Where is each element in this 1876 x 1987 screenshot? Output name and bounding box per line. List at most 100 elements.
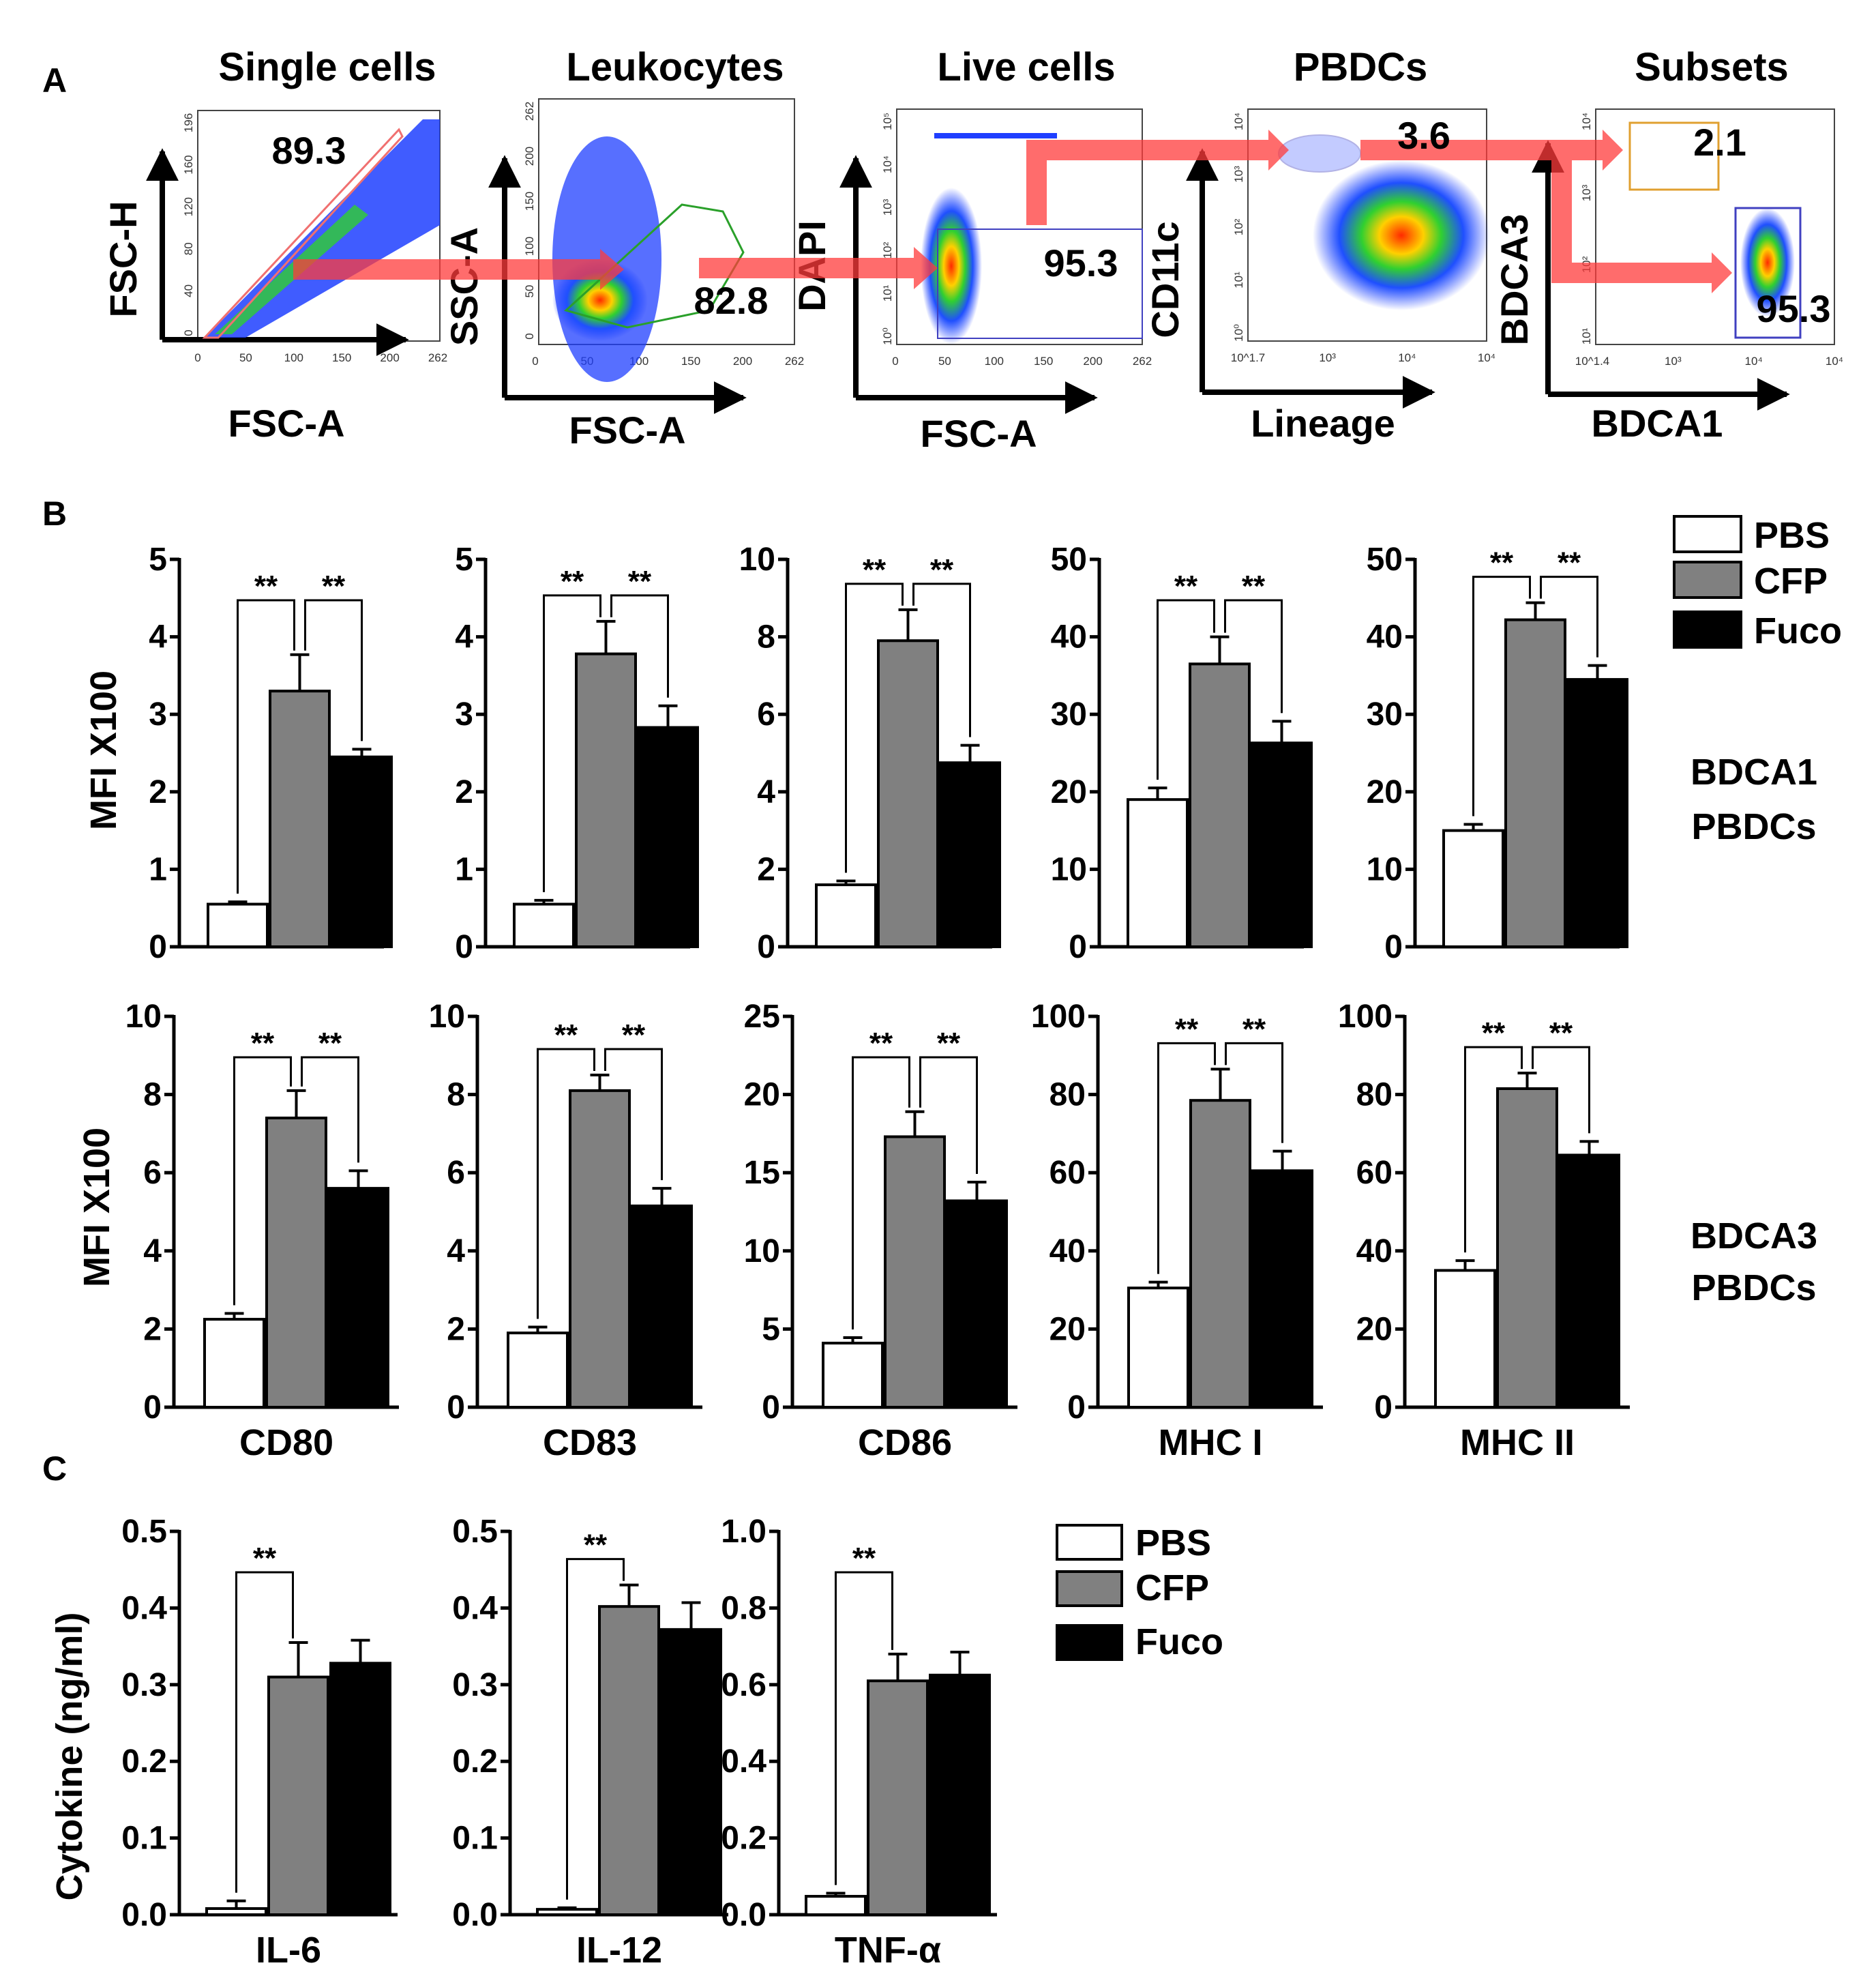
significance-bracket xyxy=(1464,1046,1523,1253)
flow-ytick-leukocytes: 150 xyxy=(523,192,536,211)
y-tick-label: 0.0 xyxy=(452,1897,498,1933)
flow-xlabel-leukocytes: FSC-A xyxy=(569,409,685,452)
y-tick-label: 20 xyxy=(1356,1311,1393,1347)
y-tick-label: 50 xyxy=(1367,542,1403,578)
gate-live-cells xyxy=(937,229,1143,339)
flow-ytick-live-cells: 10⁰ xyxy=(881,327,894,345)
y-tick-label: 40 xyxy=(1049,1233,1086,1269)
y-tick-label: 8 xyxy=(447,1077,465,1113)
ylabel-b-row2: MFI X100 xyxy=(76,1128,117,1287)
density-pbdcs-core xyxy=(1313,160,1490,310)
y-tick-label: 1.0 xyxy=(721,1514,766,1550)
bar-cfp xyxy=(1496,1087,1558,1409)
bar-pbs xyxy=(507,1331,569,1409)
bar-cfp xyxy=(575,652,637,948)
flow-ytick-leukocytes: 50 xyxy=(523,285,536,298)
bar-pbs xyxy=(205,1907,267,1917)
bar-chart-b1-0: 0 1 2 3 4 5 ** ** xyxy=(149,542,393,965)
flow-xtick-leukocytes: 150 xyxy=(681,355,700,368)
y-tick-label: 0.4 xyxy=(452,1590,498,1626)
significance-stars: ** xyxy=(869,1027,893,1060)
y-tick-label: 80 xyxy=(1049,1077,1086,1113)
density-live-cells-core xyxy=(921,188,982,344)
significance-bracket xyxy=(610,594,669,698)
row-label-bdca3-pbdcs: PBDCs xyxy=(1691,1267,1816,1308)
x-label: MHC I xyxy=(1159,1422,1263,1463)
flow-xtick-live-cells: 100 xyxy=(985,355,1004,368)
flow-xlabel-single-cells: FSC-A xyxy=(228,402,344,445)
density-single-cells xyxy=(205,119,440,338)
y-tick-label: 4 xyxy=(455,619,473,656)
y-tick-label: 0.1 xyxy=(452,1821,498,1857)
y-tick-label: 0.5 xyxy=(121,1514,167,1550)
significance-bracket xyxy=(604,1048,663,1181)
flow-transfer-arrows xyxy=(293,130,1732,293)
panel-label-c: C xyxy=(42,1449,67,1488)
bar-pbs xyxy=(1434,1269,1496,1409)
y-tick-label: 50 xyxy=(1051,542,1087,578)
y-tick-label: 40 xyxy=(1367,619,1403,656)
y-tick-label: 10 xyxy=(739,542,775,578)
flow-xtick-subsets: 10⁴ xyxy=(1826,355,1843,368)
y-tick-label: 0 xyxy=(1069,929,1087,965)
bar-fuco xyxy=(946,1199,1008,1409)
flow-xtick-single-cells: 150 xyxy=(332,351,351,364)
significance-bracket xyxy=(1532,1046,1590,1134)
significance-stars: ** xyxy=(1175,1012,1199,1046)
y-tick-label: 10 xyxy=(1367,851,1403,887)
significance-stars: ** xyxy=(318,1027,342,1060)
y-tick-label: 1 xyxy=(149,851,167,887)
bar-chart-b2-3: 0 20 40 60 80 100 ** ** MHC I xyxy=(1031,999,1323,1463)
y-tick-label: 4 xyxy=(757,774,775,810)
y-tick-label: 0.4 xyxy=(121,1590,167,1626)
bar-cfp xyxy=(884,1135,946,1409)
significance-bracket xyxy=(304,599,363,741)
legend-b: PBS CFP Fuco xyxy=(1673,515,1842,651)
density-single-cells-core xyxy=(215,205,368,334)
legend-c-fuco: Fuco xyxy=(1135,1621,1223,1662)
y-tick-label: 0 xyxy=(1067,1389,1086,1426)
y-tick-label: 40 xyxy=(1051,619,1087,656)
significance-stars: ** xyxy=(253,1542,277,1575)
gate-value-subsets-bdca3: 2.1 xyxy=(1693,121,1746,164)
flow-xtick-subsets: 10^1.4 xyxy=(1575,355,1610,368)
y-tick-label: 25 xyxy=(744,999,780,1035)
flow-xtick-single-cells: 50 xyxy=(239,351,252,364)
flow-ytick-single-cells: 160 xyxy=(182,155,195,174)
y-tick-label: 2 xyxy=(447,1311,465,1347)
significance-bracket xyxy=(1224,599,1283,713)
bar-cfp xyxy=(265,1116,327,1409)
ylabel-b-row1: MFI X100 xyxy=(83,671,124,830)
flow-ytick-leukocytes: 262 xyxy=(523,102,536,121)
flow-ytick-live-cells: 10¹ xyxy=(881,284,894,301)
y-tick-label: 2 xyxy=(149,774,167,810)
significance-bracket xyxy=(237,599,295,894)
y-tick-label: 0 xyxy=(1374,1389,1393,1426)
significance-stars: ** xyxy=(322,570,346,603)
significance-bracket xyxy=(919,1056,978,1174)
bar-fuco xyxy=(929,1673,991,1916)
bar-cfp xyxy=(1504,618,1566,948)
bar-chart-b2-2: 0 5 10 15 20 25 ** ** CD86 xyxy=(744,999,1017,1463)
legend-b-swatch-fuco xyxy=(1673,610,1742,649)
significance-stars: ** xyxy=(1482,1016,1506,1050)
y-tick-label: 3 xyxy=(149,696,167,733)
bar-pbs xyxy=(1127,1286,1189,1409)
significance-bracket xyxy=(543,594,601,892)
y-tick-label: 0 xyxy=(757,929,775,965)
y-tick-label: 0.3 xyxy=(121,1667,167,1703)
significance-bracket xyxy=(233,1056,292,1306)
bar-cfp xyxy=(1189,1099,1251,1409)
transfer-arrow-5 xyxy=(1551,160,1732,293)
flow-xtick-live-cells: 262 xyxy=(1133,355,1152,368)
bar-chart-b2-1: 0 2 4 6 8 10 ** ** CD83 xyxy=(429,999,702,1463)
row-label-bdca1: BDCA1 xyxy=(1691,752,1817,793)
bar-pbs xyxy=(822,1342,884,1409)
y-tick-label: 100 xyxy=(1031,999,1086,1035)
y-tick-label: 60 xyxy=(1356,1155,1393,1191)
panel-a-flow-gating: Single cells FSC-A FSC-H 0 50 100 150 200 262 0 40… xyxy=(102,45,1843,455)
x-label: TNF-α xyxy=(835,1930,941,1971)
density-live-cells-band xyxy=(934,133,1057,138)
